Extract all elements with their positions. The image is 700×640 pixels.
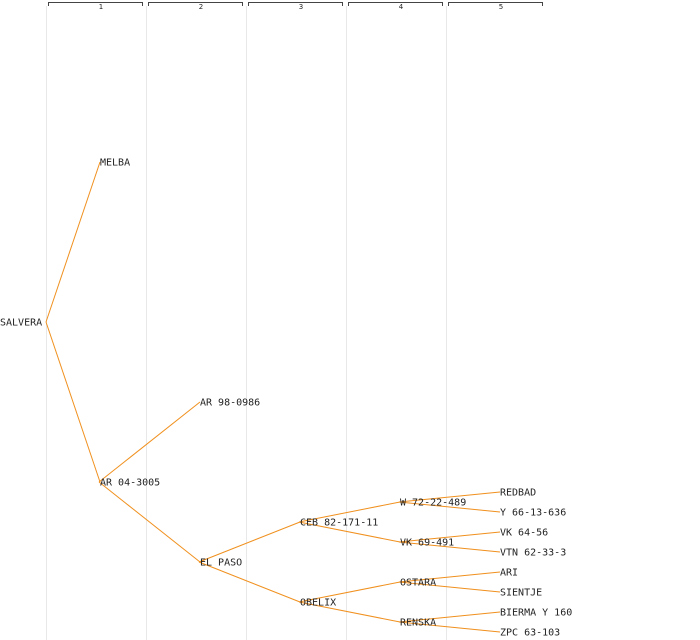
pedigree-node[interactable]: OSTARA <box>400 578 436 589</box>
pedigree-node[interactable]: AR 98-0986 <box>200 398 260 409</box>
pedigree-node[interactable]: VTN 62-33-3 <box>500 548 566 559</box>
generation-header-bracket <box>48 2 143 6</box>
generation-number: 2 <box>199 3 203 11</box>
pedigree-edge <box>398 531 501 543</box>
generation-header-bracket <box>348 2 443 6</box>
pedigree-node[interactable]: BIERMA Y 160 <box>500 608 572 619</box>
pedigree-node[interactable]: ARI <box>500 568 518 579</box>
generation-number: 3 <box>299 3 303 11</box>
tree-edges <box>45 161 501 633</box>
pedigree-edge <box>98 481 201 563</box>
tree-nodes: SALVERA MELBA AR 04-3005 AR 98-0986 EL PASO C… <box>0 158 572 639</box>
pedigree-node[interactable]: CEB 82-171-11 <box>300 518 378 529</box>
generation-header-bracket <box>448 2 543 6</box>
pedigree-node[interactable]: OBELIX <box>300 598 336 609</box>
pedigree-node[interactable]: MELBA <box>100 158 130 169</box>
pedigree-edge <box>398 581 501 593</box>
pedigree-node[interactable]: REDBAD <box>500 488 536 499</box>
pedigree-node[interactable]: EL PASO <box>200 558 242 569</box>
generation-number: 1 <box>99 3 103 11</box>
generation-columns: 1 2 3 4 5 <box>46 2 543 640</box>
pedigree-edge <box>298 521 401 543</box>
generation-header-bracket <box>148 2 243 6</box>
pedigree-node[interactable]: VK 64-56 <box>500 528 548 539</box>
pedigree-node[interactable]: SIENTJE <box>500 588 542 599</box>
pedigree-node[interactable]: SALVERA <box>0 318 42 329</box>
generation-number: 4 <box>399 3 404 11</box>
pedigree-node[interactable]: AR 04-3005 <box>100 478 160 489</box>
pedigree-edge <box>45 321 101 483</box>
pedigree-node[interactable]: ZPC 63-103 <box>500 628 560 639</box>
pedigree-node[interactable]: RENSKA <box>400 618 436 629</box>
pedigree-edge <box>198 521 301 563</box>
pedigree-edge <box>298 581 401 603</box>
pedigree-edge <box>398 491 501 503</box>
pedigree-edge <box>198 561 301 603</box>
pedigree-edge <box>298 601 401 623</box>
pedigree-edge <box>298 501 401 523</box>
pedigree-node[interactable]: VK 69-491 <box>400 538 454 549</box>
pedigree-edge <box>45 161 101 323</box>
pedigree-edge <box>398 611 501 623</box>
pedigree-node[interactable]: Y 66-13-636 <box>500 508 566 519</box>
pedigree-edge <box>98 401 201 483</box>
pedigree-node[interactable]: W 72-22-489 <box>400 498 466 509</box>
generation-header-bracket <box>248 2 343 6</box>
pedigree-edge <box>398 621 501 633</box>
generation-number: 5 <box>499 3 503 11</box>
pedigree-edge <box>398 571 501 583</box>
pedigree-edge <box>398 541 501 553</box>
pedigree-edge <box>398 501 501 513</box>
